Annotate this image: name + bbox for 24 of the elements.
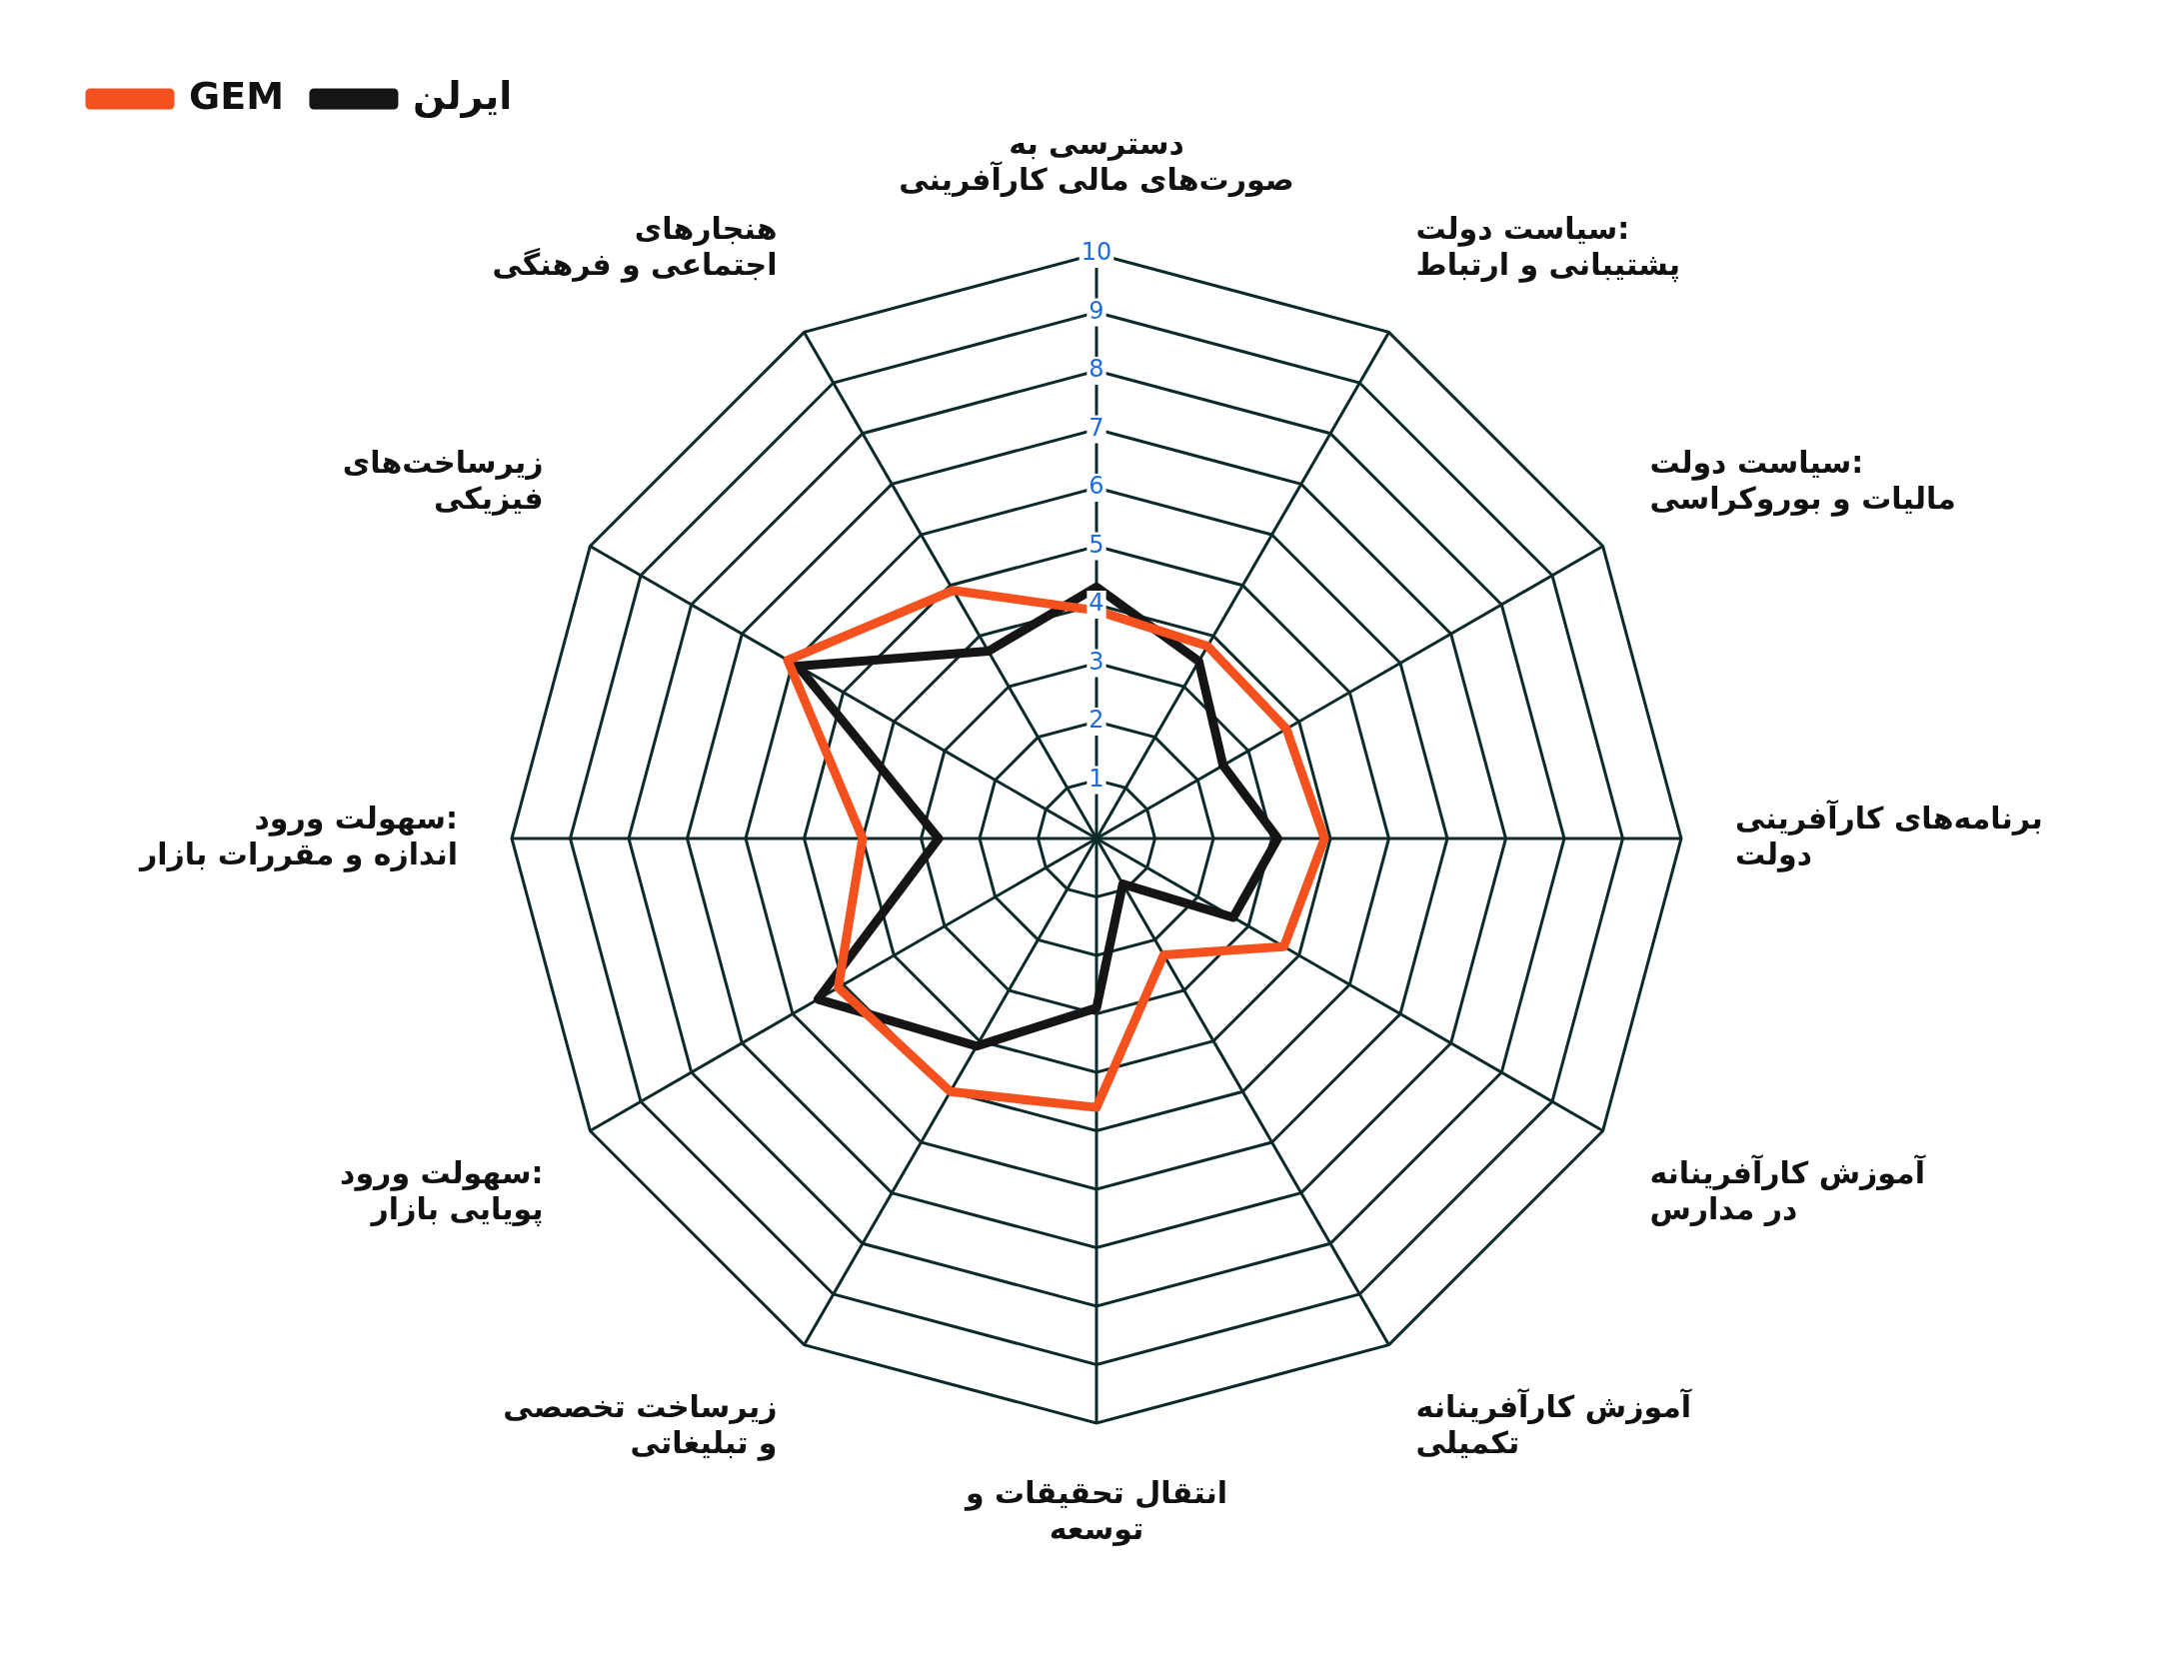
y-tick-label: 3 bbox=[1089, 647, 1104, 676]
y-tick-label: 7 bbox=[1089, 413, 1104, 442]
spoke-label: سیاست دولت: پشتیبانی و ارتباط bbox=[1415, 211, 1680, 284]
y-tick-label: 4 bbox=[1089, 589, 1104, 618]
y-tick-label: 2 bbox=[1089, 706, 1104, 735]
spoke-label: انتقال تحقیقات و توسعه bbox=[964, 1474, 1227, 1546]
y-tick-label: 9 bbox=[1089, 296, 1104, 325]
spoke-label: آموزش کارآفرینانه در مدارس bbox=[1649, 1154, 1926, 1227]
spoke-label: زیرساخت‌های فیزیکی bbox=[342, 445, 544, 517]
y-tick-label: 5 bbox=[1089, 530, 1104, 559]
spoke-label: سهولت ورود: اندازه و مقررات بازار bbox=[137, 800, 458, 872]
spoke-label: برنامه‌های کارآفرینی دولت bbox=[1735, 799, 2043, 872]
spoke-label: هنجارهای اجتماعی و فرهنگی bbox=[492, 211, 778, 284]
y-tick-label: 1 bbox=[1089, 764, 1104, 793]
legend-label: GEM bbox=[189, 73, 284, 118]
y-tick-label: 6 bbox=[1089, 472, 1104, 501]
spoke-label: سیاست دولت: مالیات و بوروکراسی bbox=[1649, 445, 1956, 518]
legend-label: ایرلن bbox=[412, 73, 513, 118]
y-tick-label: 8 bbox=[1089, 355, 1104, 384]
spoke-label: آموزش کارآفرینانه تکمیلی bbox=[1415, 1388, 1692, 1461]
y-tick-label: 10 bbox=[1081, 238, 1112, 267]
spoke-label: زیرساخت تخصصی و تبلیغاتی bbox=[503, 1389, 778, 1462]
spoke-label: دسترسی به صورت‌های مالی کارآفرینی bbox=[899, 125, 1294, 197]
spoke-label: سهولت ورود: پویایی بازار bbox=[340, 1155, 544, 1228]
